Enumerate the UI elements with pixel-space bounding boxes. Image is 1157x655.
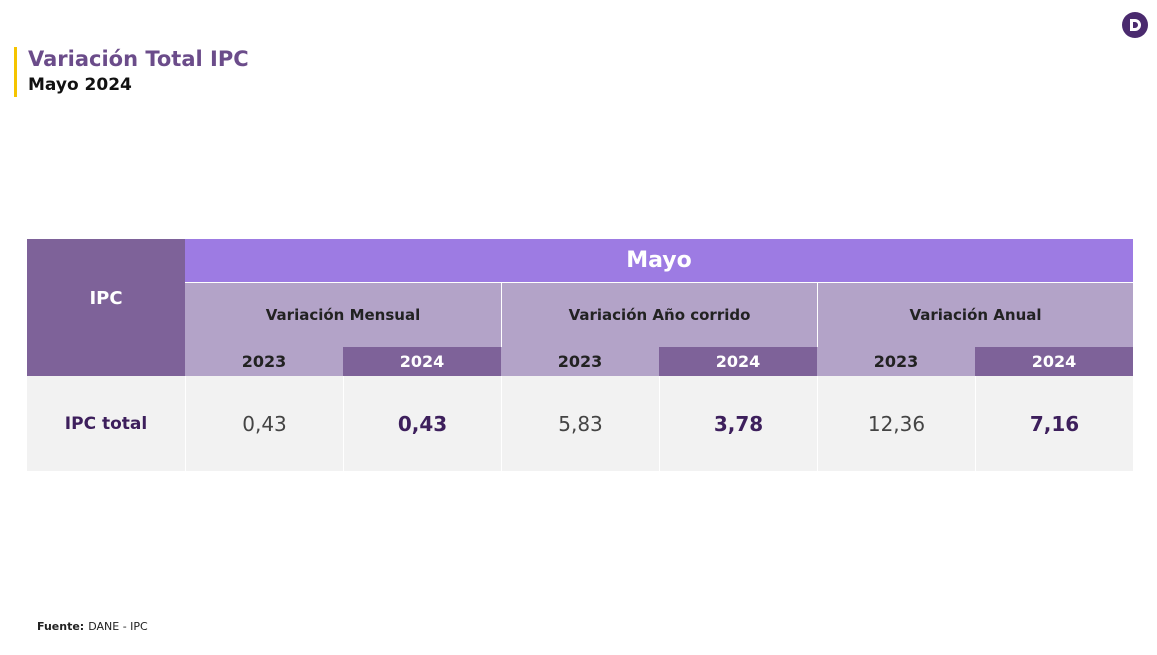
year-header: 2024	[659, 347, 817, 376]
corner-header: IPC	[27, 239, 185, 376]
year-header: 2024	[975, 347, 1133, 376]
value-cell: 0,43	[343, 376, 501, 471]
value-cell: 7,16	[975, 376, 1133, 471]
value-cell: 3,78	[659, 376, 817, 471]
group-header: Variación Año corrido	[501, 283, 817, 347]
month-header: Mayo	[185, 239, 1133, 283]
year-header: 2024	[343, 347, 501, 376]
year-header: 2023	[501, 347, 659, 376]
footer: Fuente: DANE - IPC	[37, 620, 148, 633]
value-cell: 12,36	[817, 376, 975, 471]
accent-bar	[14, 47, 17, 97]
group-header: Variación Anual	[817, 283, 1133, 347]
group-header: Variación Mensual	[185, 283, 501, 347]
footer-label: Fuente:	[37, 620, 85, 633]
title: Variación Total IPC	[28, 47, 249, 71]
subtitle: Mayo 2024	[28, 75, 132, 95]
value-cell: 0,43	[185, 376, 343, 471]
logo	[1122, 12, 1148, 38]
year-header: 2023	[185, 347, 343, 376]
value-cell: 5,83	[501, 376, 659, 471]
year-header: 2023	[817, 347, 975, 376]
footer-text: DANE - IPC	[88, 620, 148, 633]
row-label: IPC total	[27, 376, 185, 471]
